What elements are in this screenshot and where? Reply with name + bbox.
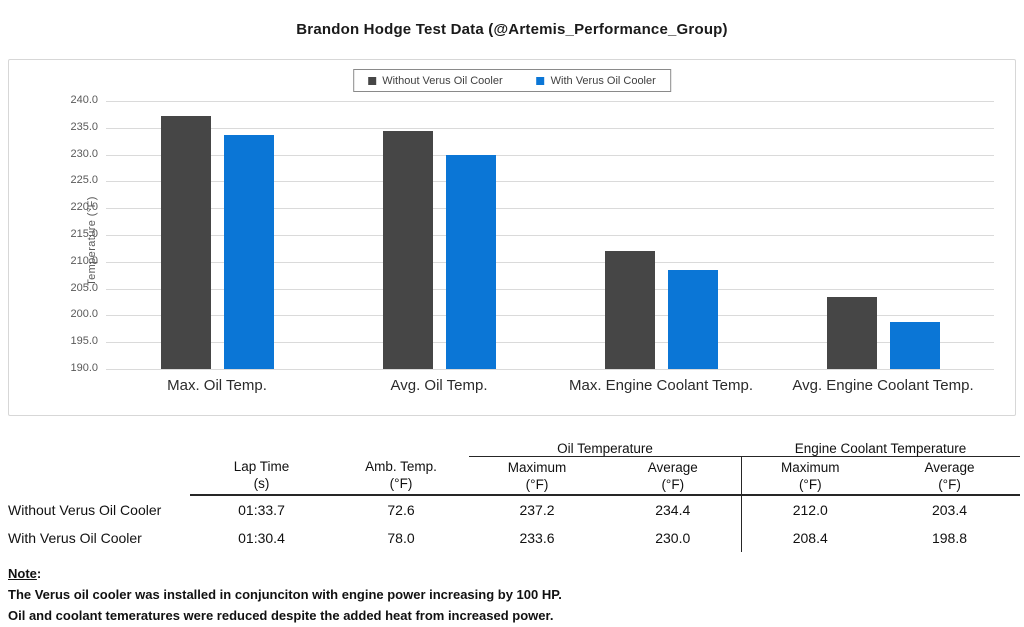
bar-without [382, 131, 433, 369]
gridline [106, 315, 994, 317]
table-column-header: Maximum (°F) [740, 456, 880, 496]
legend-label-with: With Verus Oil Cooler [550, 74, 656, 87]
column-header-label: Maximum [781, 459, 840, 475]
table-cell: 72.6 [387, 502, 415, 518]
y-tick-label: 235.0 [70, 120, 98, 133]
bar-without [826, 297, 877, 369]
gridline [106, 288, 994, 290]
table-cell: 78.0 [387, 530, 415, 546]
gridline [106, 101, 994, 102]
table-cell: 233.6 [519, 530, 555, 546]
table-cell: 234.4 [655, 502, 691, 518]
y-tick-label: 215.0 [70, 228, 98, 240]
table-spanner-spacer [0, 436, 469, 457]
column-header-unit: (s) [253, 476, 270, 492]
gridline [106, 154, 994, 156]
table-cell: 203.4 [931, 502, 968, 518]
table-header-spacer [0, 457, 190, 496]
note-heading: Note [8, 566, 37, 581]
column-header-unit: (°F) [938, 476, 961, 492]
legend-swatch-without [368, 76, 377, 85]
bar-with [889, 321, 940, 369]
table-header-row: Lap Time (s) Amb. Temp. (°F) Maximum (°F) Aver… [0, 456, 1021, 496]
bar-with [667, 270, 718, 369]
note-block: Note: The Verus oil cooler was installed… [8, 566, 562, 623]
y-tick-label: 230.0 [70, 147, 98, 160]
table-column-header: Maximum (°F) [469, 456, 605, 496]
column-header-unit: (°F) [661, 476, 685, 492]
table-cell: 198.8 [931, 530, 968, 546]
table-cell: 01:30.4 [238, 530, 285, 546]
table-cell: 212.0 [740, 495, 880, 524]
legend-item-with: With Verus Oil Cooler [536, 74, 656, 87]
results-table: Oil Temperature Engine Coolant Temperatur… [0, 436, 1021, 552]
column-header-unit: (°F) [389, 476, 413, 492]
note-colon: : [36, 566, 42, 581]
column-header-label: Maximum [507, 459, 567, 475]
category-label: Avg. Engine Coolant Temp. [792, 377, 974, 394]
legend-label-without: Without Verus Oil Cooler [382, 74, 503, 87]
y-tick-label: 240.0 [70, 94, 98, 106]
note-heading-row: Note: [8, 566, 562, 581]
table-row: With Verus Oil Cooler 01:30.4 78.0 233.6 230… [0, 524, 1020, 552]
table-group-header: Oil Temperature [469, 436, 742, 457]
category-label: Max. Engine Coolant Temp. [569, 377, 753, 394]
gridline [106, 261, 994, 263]
table-cell: 208.4 [740, 524, 880, 552]
note-line-1: The Verus oil cooler was installed in co… [8, 587, 562, 602]
y-tick-label: 210.0 [70, 254, 98, 267]
gridline [106, 235, 994, 236]
table-spanner-row: Oil Temperature Engine Coolant Temperatur… [0, 436, 1021, 457]
gridline [106, 369, 994, 370]
bar-chart: Without Verus Oil Cooler With Verus Oil … [8, 59, 1016, 416]
table-column-header: Average (°F) [605, 456, 742, 496]
table-cell: 237.2 [519, 502, 555, 518]
gridline [106, 208, 994, 210]
plot-area: 240.0 235.0 230.0 225.0 220.0 215.0 210.0 205.0… [70, 94, 994, 374]
bar-with [445, 154, 496, 369]
table-cell: 230.0 [655, 530, 691, 546]
gridline [106, 181, 994, 183]
note-line-2: Oil and coolant temeratures were reduced… [8, 608, 554, 623]
gridline [106, 342, 994, 344]
table-group-header: Engine Coolant Temperature [741, 436, 1021, 457]
chart-legend: Without Verus Oil Cooler With Verus Oil … [353, 69, 671, 92]
column-header-unit: (°F) [798, 476, 822, 492]
y-tick-label: 200.0 [70, 308, 98, 321]
column-header-label: Average [647, 459, 698, 475]
table-row-label: Without Verus Oil Cooler [8, 501, 162, 518]
table-row-label: With Verus Oil Cooler [8, 530, 142, 546]
column-header-label: Average [924, 459, 975, 475]
column-header-unit: (°F) [525, 476, 549, 492]
y-tick-label: 195.0 [70, 335, 98, 348]
column-header-label: Amb. Temp. [365, 459, 437, 475]
bar-with [223, 135, 274, 369]
bar-without [160, 116, 211, 369]
legend-swatch-with [536, 76, 545, 85]
table-row: Without Verus Oil Cooler 01:33.7 72.6 237.2… [0, 495, 1020, 524]
column-header-label: Lap Time [233, 459, 290, 475]
table-cell: 01:33.7 [238, 502, 285, 518]
category-label: Avg. Oil Temp. [390, 377, 488, 394]
y-tick-label: 220.0 [70, 201, 98, 214]
table-column-header: Average (°F) [879, 456, 1021, 496]
y-tick-label: 205.0 [70, 281, 98, 294]
category-label: Max. Oil Temp. [167, 377, 267, 394]
bar-without [604, 251, 655, 369]
legend-item-without: Without Verus Oil Cooler [368, 74, 503, 87]
y-tick-label: 190.0 [70, 362, 98, 374]
y-tick-label: 225.0 [70, 174, 98, 187]
chart-title: Brandon Hodge Test Data (@Artemis_Perfor… [296, 21, 728, 38]
table-column-header: Amb. Temp. (°F) [333, 456, 469, 496]
table-column-header: Lap Time (s) [190, 456, 333, 496]
gridline [106, 127, 994, 129]
